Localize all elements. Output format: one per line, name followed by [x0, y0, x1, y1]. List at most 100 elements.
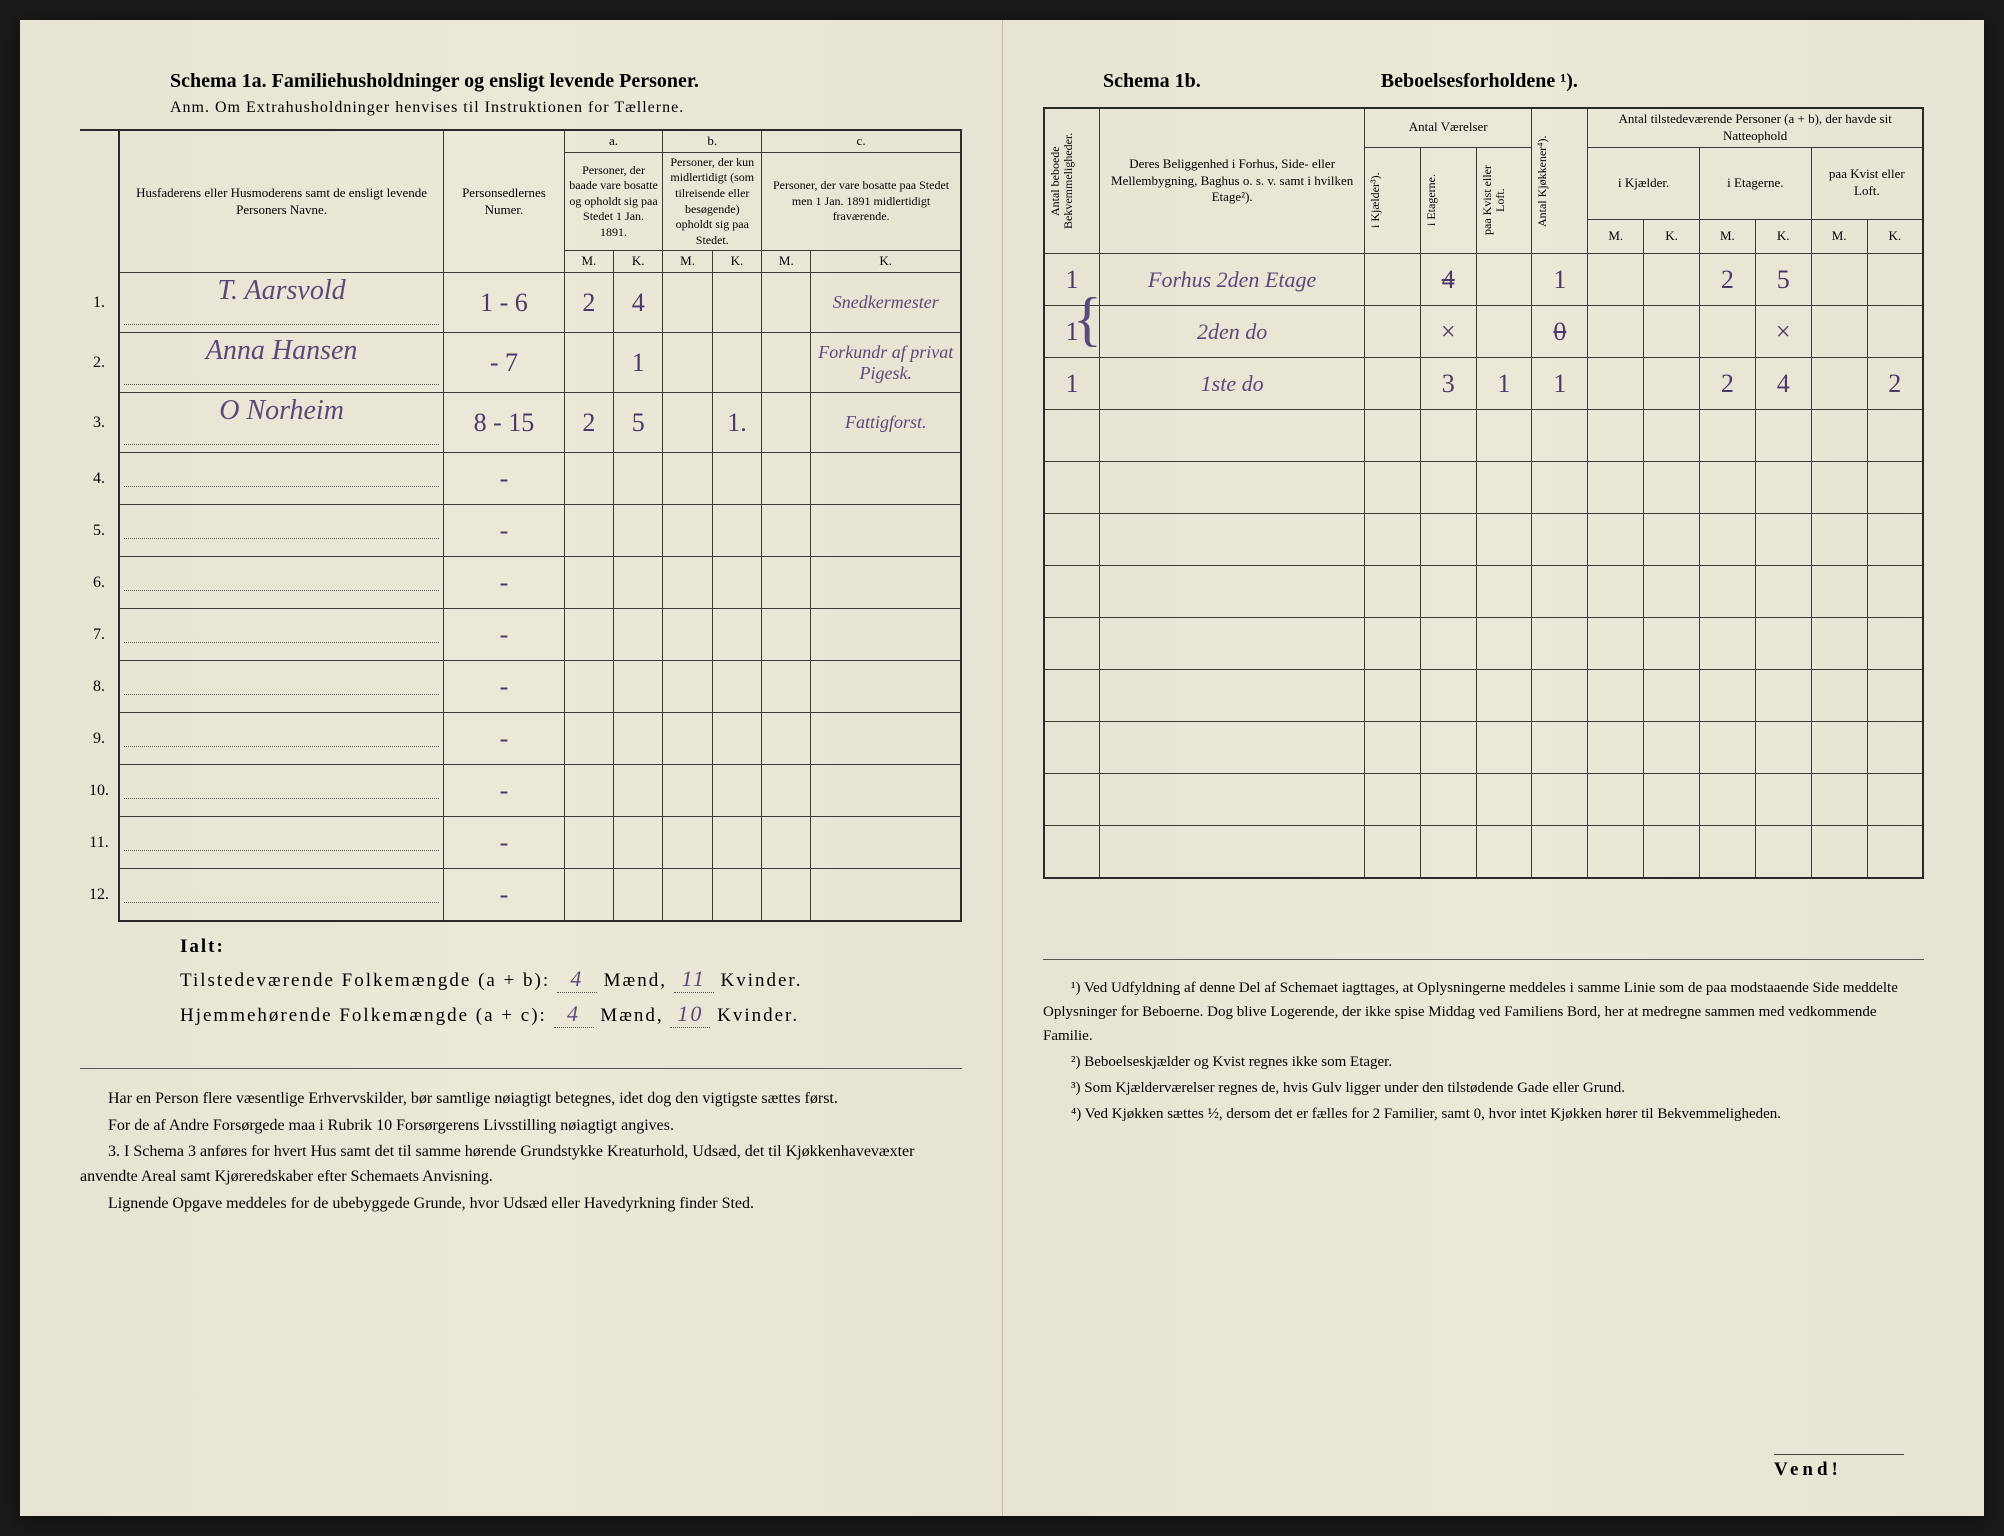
cell-pkj-k [1644, 774, 1700, 826]
cell-pet-k: 4 [1755, 358, 1811, 410]
cell-nums: 1 - 6 [444, 273, 564, 333]
cell-c-m [762, 333, 811, 393]
cell-kjok [1532, 462, 1588, 514]
cell-pkj-m [1588, 358, 1644, 410]
cell-pet-m [1699, 774, 1755, 826]
cell-pkv-m [1811, 358, 1867, 410]
cell-vaer-et: 4 [1420, 254, 1476, 306]
cell-c-m [762, 817, 811, 869]
cell-b-m [663, 765, 712, 817]
cell-pet-k [1755, 618, 1811, 670]
cell-pkj-k [1644, 670, 1700, 722]
cell-bek: 1 [1044, 358, 1100, 410]
schema-1a-title-text: Familiehusholdninger og ensligt levende … [272, 70, 699, 92]
cell-pkv-k [1867, 514, 1923, 566]
totals-2-m: 4 [554, 1001, 594, 1028]
cell-vaer-kv [1476, 306, 1532, 358]
table-1b-row: 12den do×0× [1044, 306, 1923, 358]
table-1b-row [1044, 722, 1923, 774]
cell-a-k: 1 [614, 333, 663, 393]
cell-name [119, 661, 444, 713]
cell-vaer-kv [1476, 514, 1532, 566]
cell-vaer-et [1420, 774, 1476, 826]
cell-vaer-kv [1476, 254, 1532, 306]
cell-pkj-k [1644, 410, 1700, 462]
cell-vaer-et [1420, 462, 1476, 514]
cell-c-k [811, 453, 961, 505]
cell-loc [1100, 670, 1365, 722]
cell-vaer-kj [1364, 722, 1420, 774]
cell-pkv-m [1811, 514, 1867, 566]
row-number: 1. [80, 273, 119, 333]
col-a-text: Personer, der baade vare bosatte og opho… [564, 152, 663, 251]
table-1a-row: 12.- [80, 869, 961, 921]
cell-nums: 8 - 15 [444, 393, 564, 453]
cell-pet-k [1755, 774, 1811, 826]
cell-a-k [614, 661, 663, 713]
cell-pkj-k [1644, 618, 1700, 670]
cell-pet-k: × [1755, 306, 1811, 358]
cell-vaer-et [1420, 410, 1476, 462]
cell-bek [1044, 670, 1100, 722]
cell-c-m [762, 713, 811, 765]
cell-c-k: Snedkermester [811, 273, 961, 333]
cell-vaer-et [1420, 618, 1476, 670]
row-number: 6. [80, 557, 119, 609]
cell-c-m [762, 869, 811, 921]
cell-pet-m [1699, 826, 1755, 878]
cell-b-m [663, 273, 712, 333]
cell-name [119, 505, 444, 557]
cell-c-m [762, 505, 811, 557]
col-names-header: Husfaderens eller Husmoderens samt de en… [119, 130, 444, 273]
cell-vaer-kv [1476, 670, 1532, 722]
cell-a-k [614, 609, 663, 661]
col-b-text: Personer, der kun midlertidigt (som tilr… [663, 152, 762, 251]
cell-pet-k [1755, 670, 1811, 722]
pers-kv-header: paa Kvist eller Loft. [1811, 147, 1923, 219]
cell-a-m [564, 505, 613, 557]
totals-line-1: Tilstedeværende Folkemængde (a + b): 4 M… [180, 966, 962, 993]
vaer-kj-header: i Kjælder³). [1364, 147, 1420, 253]
cell-pkj-k [1644, 306, 1700, 358]
cell-b-k [712, 273, 761, 333]
cell-a-k: 4 [614, 273, 663, 333]
cell-pkv-k [1867, 462, 1923, 514]
cell-a-k: 5 [614, 393, 663, 453]
cell-name [119, 817, 444, 869]
cell-loc: 2den do [1100, 306, 1365, 358]
cell-c-k [811, 765, 961, 817]
maend-label-2: Mænd, [600, 1005, 663, 1026]
schema-1b-title-text: Beboelsesforholdene ¹). [1381, 70, 1578, 93]
cell-a-k [614, 765, 663, 817]
cell-vaer-et [1420, 722, 1476, 774]
table-1a-row: 4.- [80, 453, 961, 505]
cell-pet-k [1755, 514, 1811, 566]
cell-pkj-m [1588, 462, 1644, 514]
col-b-m: M. [663, 251, 712, 273]
cell-b-k [712, 765, 761, 817]
cell-name [119, 453, 444, 505]
cell-a-m [564, 333, 613, 393]
row-number: 5. [80, 505, 119, 557]
cell-vaer-et [1420, 826, 1476, 878]
cell-b-m [663, 393, 712, 453]
cell-a-k [614, 557, 663, 609]
page-left: Schema 1a. Familiehusholdninger og ensli… [20, 20, 1002, 1516]
cell-pkv-m [1811, 618, 1867, 670]
footnotes-block: ¹) Ved Udfyldning af denne Del af Schema… [1043, 959, 1924, 1126]
cell-a-m [564, 557, 613, 609]
cell-loc [1100, 462, 1365, 514]
vaer-group-header: Antal Værelser [1364, 108, 1532, 147]
table-1a: Husfaderens eller Husmoderens samt de en… [80, 129, 962, 922]
cell-nums: - [444, 661, 564, 713]
cell-loc [1100, 410, 1365, 462]
cell-pkj-k [1644, 514, 1700, 566]
col-loc-header: Deres Beliggenhed i Forhus, Side- eller … [1100, 108, 1365, 254]
table-1b-row [1044, 462, 1923, 514]
schema-1a-subtitle: Anm. Om Extrahusholdninger henvises til … [80, 99, 962, 117]
cell-vaer-et [1420, 514, 1476, 566]
col-bekv-header: Antal beboede Bekvemmeligheder. [1044, 108, 1100, 254]
cell-b-k [712, 333, 761, 393]
table-1b-row [1044, 774, 1923, 826]
cell-vaer-et [1420, 566, 1476, 618]
